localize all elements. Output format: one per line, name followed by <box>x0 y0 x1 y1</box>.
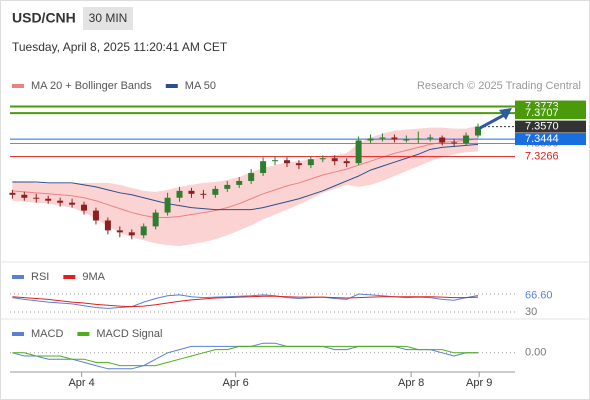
x-tick-label: Apr 6 <box>222 377 248 389</box>
candle-body <box>188 190 195 194</box>
candle-body <box>92 210 99 221</box>
level-label: 7.3266 <box>525 151 559 163</box>
forecast-arrow <box>479 112 507 130</box>
candle-body <box>116 230 123 233</box>
level-box <box>515 133 586 146</box>
candle-body <box>355 140 362 164</box>
legend-label: MACD Signal <box>96 328 162 340</box>
moving-average <box>12 137 479 219</box>
level-label: 7.3570 <box>525 121 559 133</box>
candle-body <box>9 192 16 195</box>
candle-body <box>307 159 314 166</box>
candle-body <box>379 137 386 139</box>
indicator-line <box>12 295 479 308</box>
timestamp: Tuesday, April 8, 2025 11:20:41 AM CET <box>12 40 228 54</box>
legend-label: RSI <box>31 271 49 283</box>
candle-body <box>45 198 52 201</box>
candle-body <box>451 142 458 144</box>
value-label-bg <box>518 289 558 302</box>
legend-label: 9MA <box>82 271 105 283</box>
level-box <box>515 107 586 120</box>
candle-body <box>283 160 290 164</box>
candle-body <box>331 158 338 162</box>
candle-body <box>415 138 422 140</box>
candle-body <box>439 137 446 143</box>
candle-body <box>272 160 279 162</box>
indicator-line <box>12 293 479 309</box>
legend-label: MACD <box>31 328 63 340</box>
legend-swatch <box>63 275 76 279</box>
legend-swatch <box>77 332 90 336</box>
candle-body <box>427 137 434 139</box>
legend-swatch <box>165 84 178 88</box>
candle-body <box>403 139 410 141</box>
value-label: 66.60 <box>525 289 553 301</box>
candle-body <box>224 184 231 189</box>
y-tick-label: 30 <box>525 306 537 318</box>
candle-body <box>248 173 255 181</box>
level-box <box>515 120 586 133</box>
candle-body <box>236 180 243 185</box>
candle-body <box>212 188 219 195</box>
candle-body <box>463 135 470 144</box>
candle-body <box>57 200 64 203</box>
candle-body <box>140 226 147 236</box>
y-tick-label: 0.00 <box>525 347 546 359</box>
indicator-line <box>12 345 478 367</box>
candle-body <box>164 197 171 213</box>
candle-body <box>152 212 159 227</box>
candle-body <box>367 138 374 141</box>
x-tick-label: Apr 9 <box>466 377 492 389</box>
candle-body <box>21 194 28 198</box>
symbol: USD/CNH <box>12 10 76 26</box>
x-tick-label: Apr 4 <box>68 377 94 389</box>
candle-body <box>391 137 398 140</box>
candle-body <box>69 202 76 205</box>
interval-badge <box>83 7 133 30</box>
candle-body <box>295 163 302 166</box>
candle-body <box>343 161 350 164</box>
candle-body <box>200 193 207 195</box>
candle-body <box>128 232 135 236</box>
interval: 30 MIN <box>89 11 128 25</box>
legend-swatch <box>12 84 24 88</box>
candle-body <box>81 204 88 211</box>
source: Research © 2025 Trading Central <box>417 80 581 92</box>
candle-body <box>319 158 326 160</box>
forecast-arrowhead <box>499 108 512 120</box>
legend-label: MA 20 + Bollinger Bands <box>31 80 152 92</box>
level-label: 7.3707 <box>525 107 559 119</box>
candle-body <box>176 190 183 198</box>
candle-body <box>260 161 267 174</box>
moving-average <box>12 143 479 211</box>
candle-body <box>104 220 111 231</box>
legend-swatch <box>12 275 24 279</box>
legend-label: MA 50 <box>185 80 216 92</box>
level-label: 7.3444 <box>525 133 559 145</box>
candle-body <box>33 197 40 199</box>
legend-swatch <box>12 332 24 336</box>
x-tick-label: Apr 8 <box>398 377 424 389</box>
candle-body <box>474 126 481 136</box>
